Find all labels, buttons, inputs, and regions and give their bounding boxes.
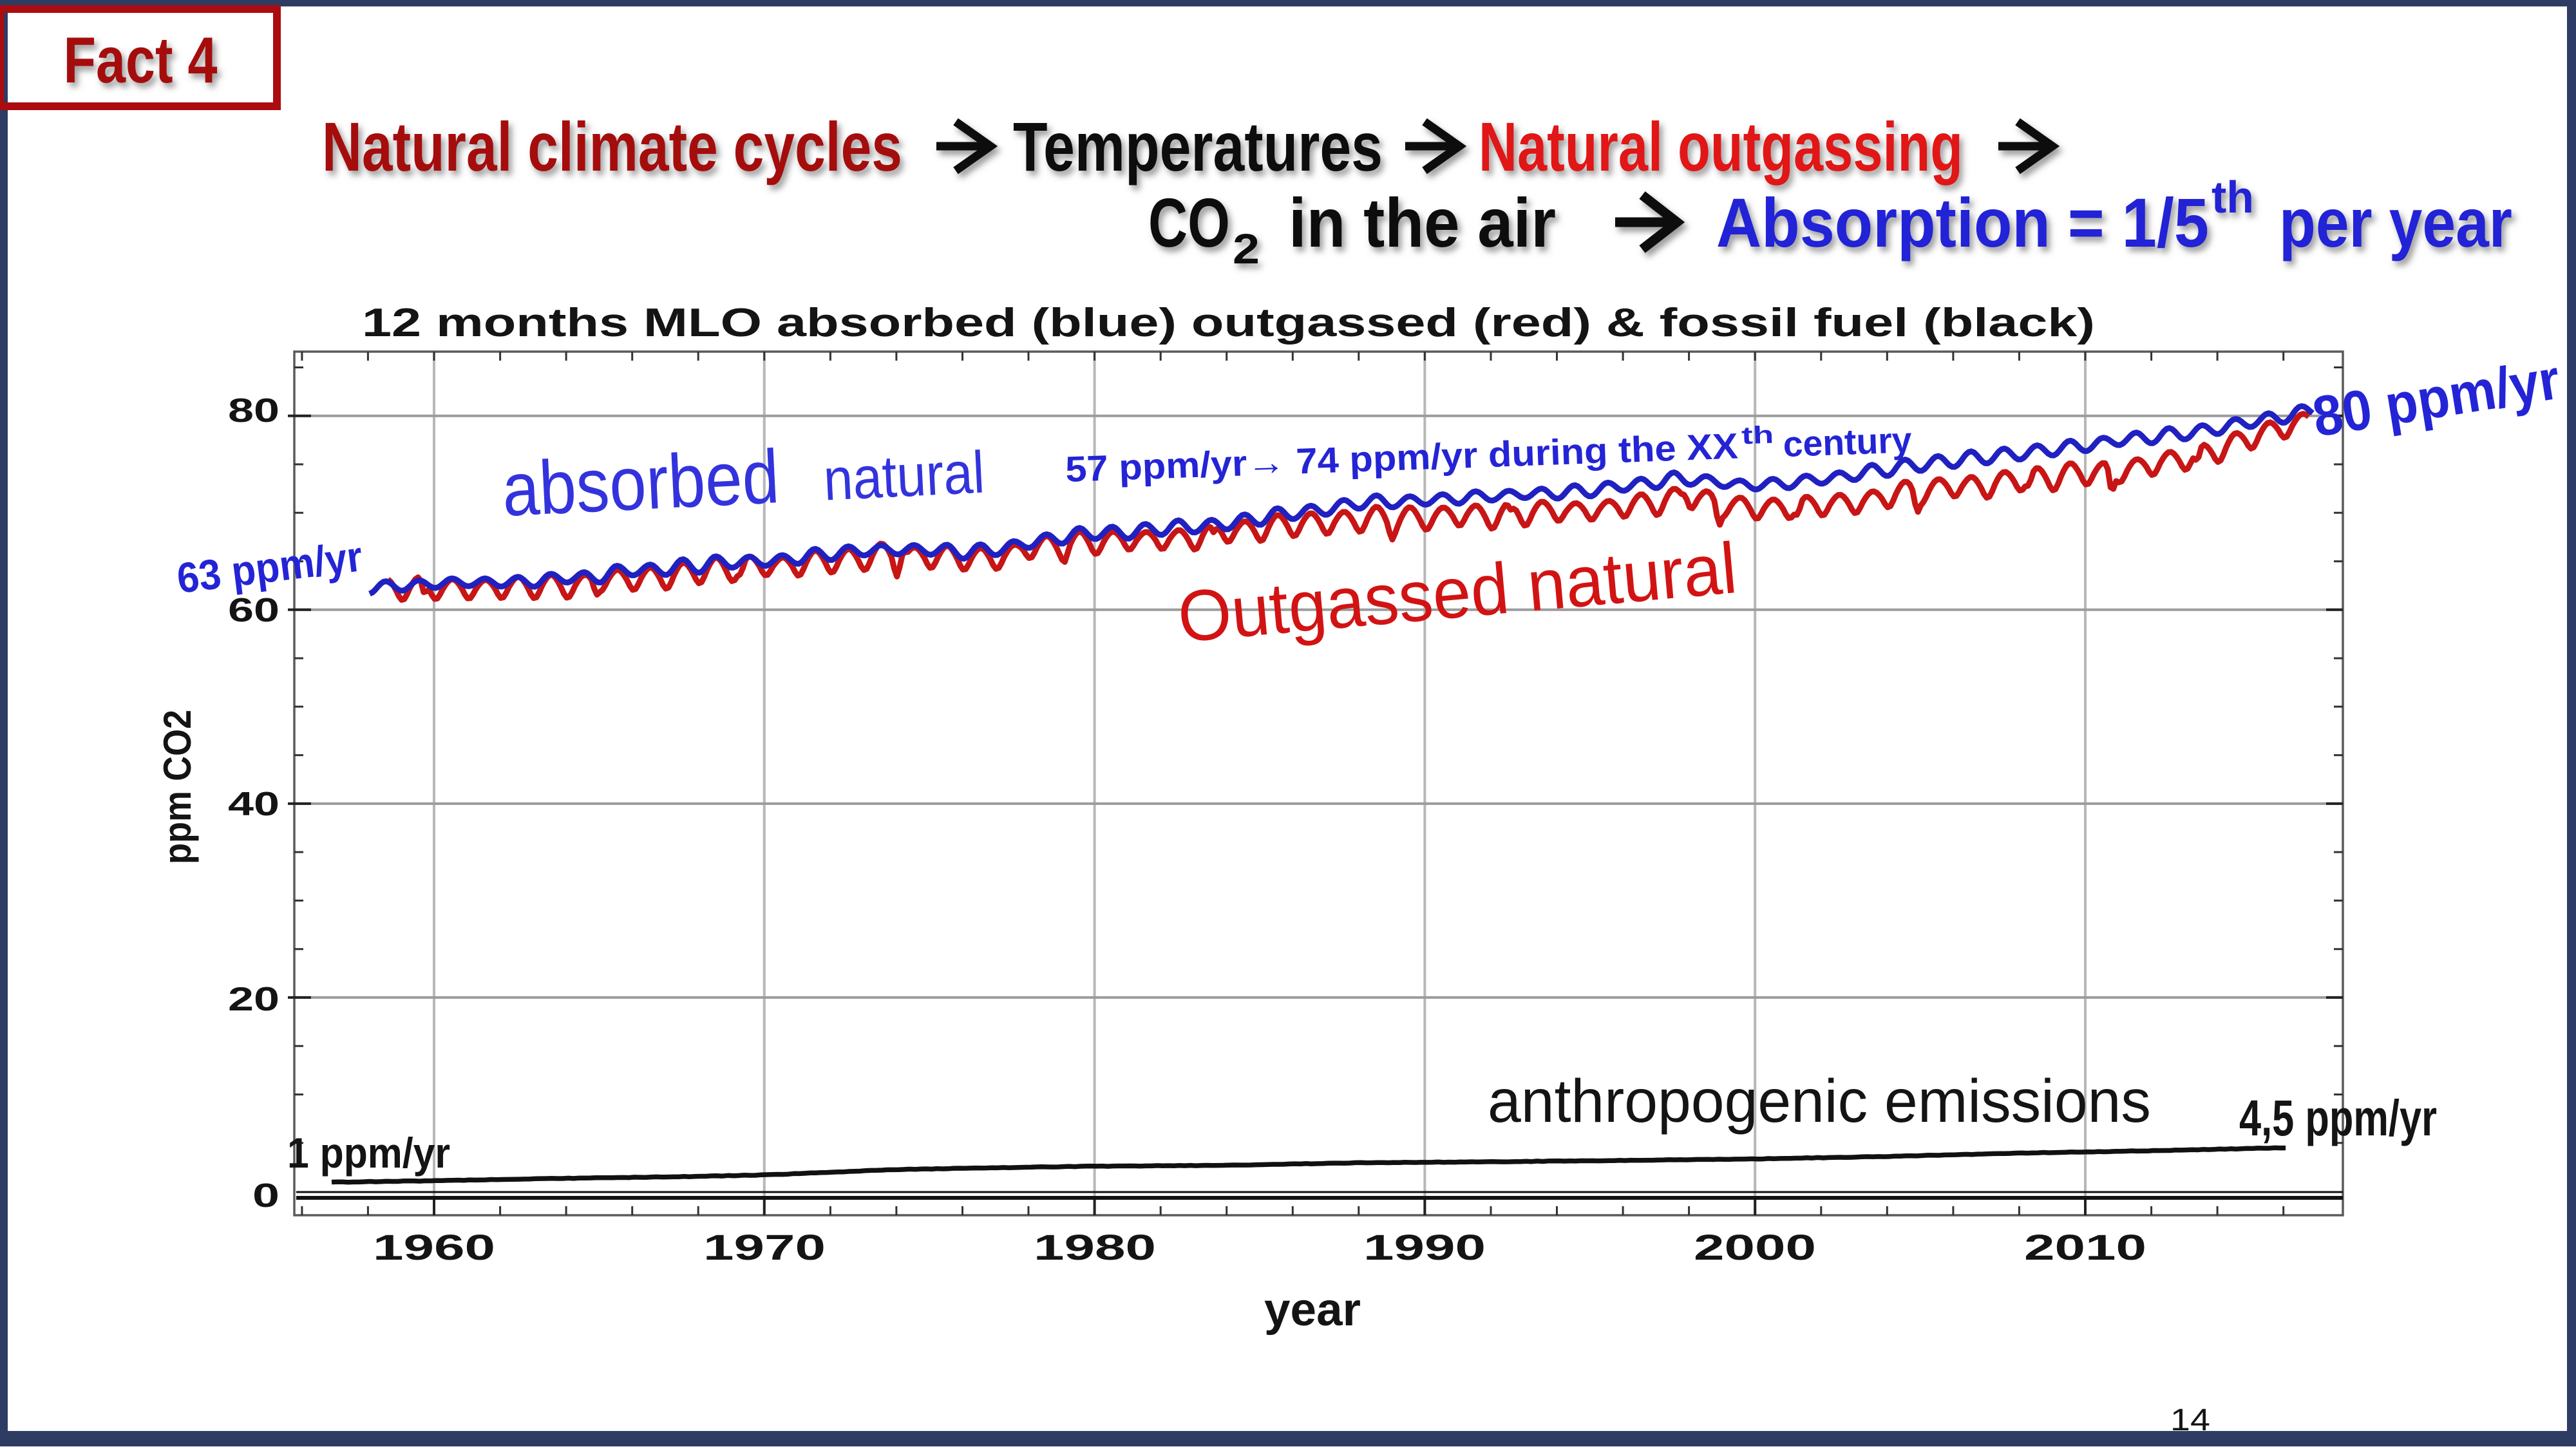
svg-text:2010: 2010	[2024, 1227, 2146, 1267]
svg-text:20: 20	[228, 981, 279, 1018]
svg-text:1960: 1960	[373, 1227, 495, 1267]
svg-text:th: th	[1741, 422, 1774, 450]
svg-text:per year: per year	[2279, 184, 2512, 261]
svg-text:40: 40	[228, 786, 279, 823]
svg-text:2: 2	[1233, 225, 1260, 272]
svg-text:Absorption = 1/5: Absorption = 1/5	[1716, 184, 2209, 261]
svg-text:Fact 4: Fact 4	[64, 24, 218, 97]
svg-text:14: 14	[2170, 1403, 2210, 1437]
svg-text:Natural outgassing: Natural outgassing	[1479, 108, 1963, 185]
svg-text:1980: 1980	[1034, 1227, 1156, 1267]
svg-text:2000: 2000	[1694, 1227, 1816, 1267]
svg-text:Temperatures: Temperatures	[1013, 108, 1383, 185]
svg-text:century: century	[1783, 419, 1913, 464]
svg-text:Natural climate cycles: Natural climate cycles	[322, 108, 902, 185]
svg-text:1970: 1970	[703, 1227, 826, 1267]
svg-text:80: 80	[228, 392, 279, 430]
svg-text:natural: natural	[822, 440, 986, 513]
svg-text:4,5 ppm/yr: 4,5 ppm/yr	[2239, 1089, 2437, 1146]
svg-text:year: year	[1264, 1284, 1361, 1336]
svg-text:0: 0	[252, 1177, 279, 1215]
svg-text:60: 60	[228, 592, 279, 629]
svg-text:th: th	[2211, 172, 2254, 222]
svg-text:1 ppm/yr: 1 ppm/yr	[287, 1129, 450, 1177]
svg-text:ppm CO2: ppm CO2	[156, 710, 199, 864]
svg-text:anthropogenic emissions: anthropogenic emissions	[1488, 1067, 2151, 1135]
svg-text:absorbed: absorbed	[500, 434, 781, 533]
svg-text:1990: 1990	[1363, 1227, 1486, 1267]
svg-text:CO: CO	[1148, 184, 1230, 261]
svg-text:in the air: in the air	[1289, 184, 1556, 261]
svg-text:12 months MLO absorbed (blue): 12 months MLO absorbed (blue) outgassed …	[362, 301, 2095, 345]
